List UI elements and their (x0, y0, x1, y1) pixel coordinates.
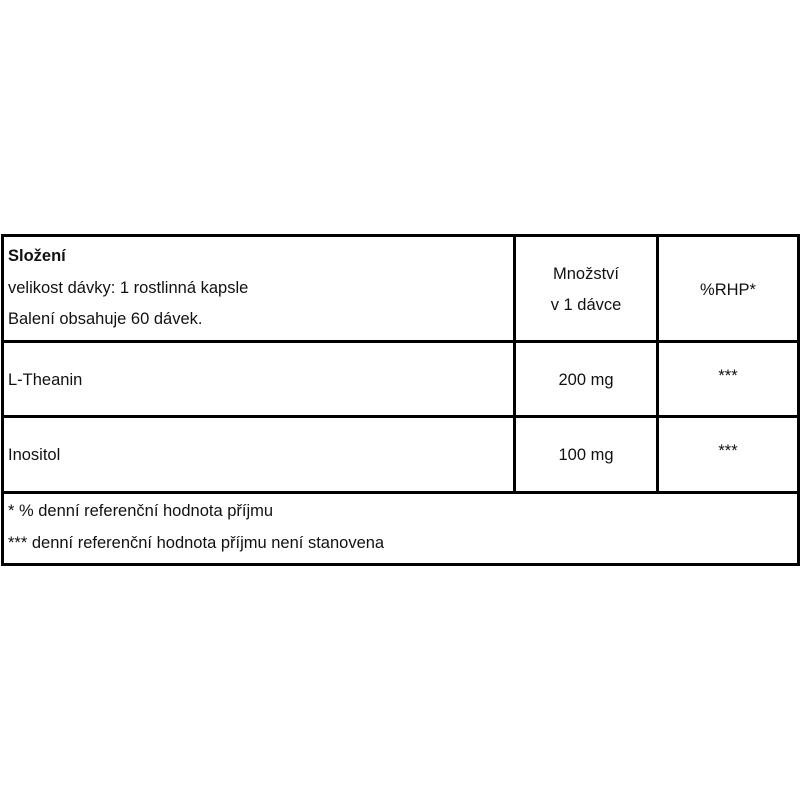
column-divider (513, 237, 516, 494)
row-divider (4, 491, 797, 494)
ingredient-name: Inositol (8, 446, 61, 464)
ingredient-amount: 100 mg (558, 446, 614, 464)
ingredient-rhp: *** (718, 367, 738, 385)
header-title: Složení (8, 247, 66, 265)
row-divider (4, 340, 797, 343)
footnote: *** denní referenční hodnota příjmu není… (8, 534, 385, 552)
ingredient-amount: 200 mg (558, 371, 614, 389)
amount-header-line2: v 1 dávce (550, 296, 622, 314)
package-info: Balení obsahuje 60 dávek. (8, 310, 203, 328)
amount-header-line1: Množství (552, 265, 620, 283)
ingredient-rhp: *** (718, 442, 738, 460)
ingredient-name: L-Theanin (8, 371, 83, 389)
rhp-header: %RHP* (700, 281, 756, 299)
row-divider (4, 415, 797, 418)
composition-table: Složení velikost dávky: 1 rostlinná kaps… (1, 234, 800, 566)
footnote: * % denní referenční hodnota příjmu (8, 502, 274, 520)
column-divider (656, 237, 659, 494)
serving-size: velikost dávky: 1 rostlinná kapsle (8, 279, 249, 297)
